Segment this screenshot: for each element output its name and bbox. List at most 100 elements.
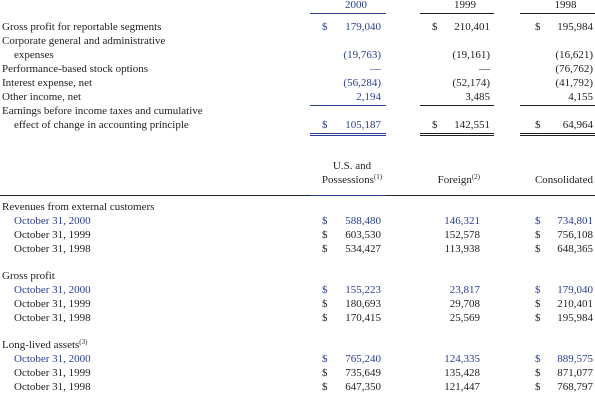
- amount: 647,350: [345, 381, 381, 393]
- row-label: Corporate general and administrative: [2, 35, 166, 47]
- currency: $: [432, 119, 438, 131]
- amount: (19,161): [452, 49, 490, 61]
- amount: 64,964: [562, 119, 593, 131]
- amount: (52,174): [452, 77, 490, 89]
- rule: [420, 135, 494, 136]
- rule: [420, 105, 494, 106]
- column-header: Foreign(2): [437, 173, 480, 186]
- amount: —: [479, 63, 490, 75]
- amount: (16,621): [555, 49, 593, 61]
- amount: 3,485: [465, 91, 490, 103]
- footnote-ref: (1): [373, 173, 383, 181]
- currency: $: [322, 215, 328, 227]
- rule: [420, 13, 494, 14]
- footnote-ref: (3): [79, 338, 88, 346]
- column-header: 1999: [454, 0, 476, 11]
- column-header: Consolidated: [534, 174, 593, 186]
- currency: $: [535, 312, 541, 324]
- column-header: Possessions(1): [321, 173, 383, 186]
- amount: 210,401: [454, 21, 490, 33]
- amount: 889,575: [557, 353, 593, 365]
- currency: $: [535, 381, 541, 393]
- row-label: October 31, 2000: [14, 215, 91, 227]
- currency: $: [535, 298, 541, 310]
- amount: 534,427: [345, 243, 381, 255]
- amount: 29,708: [449, 298, 480, 310]
- row-label: October 31, 1998: [14, 381, 91, 393]
- row-label: October 31, 1999: [14, 229, 91, 241]
- currency: $: [535, 243, 541, 255]
- currency: $: [322, 21, 328, 33]
- row-label: Other income, net: [2, 91, 82, 103]
- amount: 142,551: [454, 119, 490, 131]
- amount: 124,335: [444, 353, 480, 365]
- row-label: effect of change in accounting principle: [14, 119, 189, 131]
- row-label: expenses: [14, 49, 54, 61]
- amount: (19,763): [343, 49, 381, 61]
- amount: 146,321: [444, 215, 480, 227]
- currency: $: [535, 215, 541, 227]
- amount: 152,578: [444, 229, 480, 241]
- amount: 23,817: [449, 284, 480, 296]
- currency: $: [322, 367, 328, 379]
- rule: [310, 105, 386, 106]
- currency: $: [322, 284, 328, 296]
- section-title: Revenues from external customers: [2, 201, 155, 213]
- row-label: October 31, 1999: [14, 298, 91, 310]
- currency: $: [432, 21, 438, 33]
- row-label: October 31, 2000: [14, 284, 91, 296]
- amount: 195,984: [557, 312, 593, 324]
- amount: 180,693: [345, 298, 381, 310]
- rule: [310, 13, 386, 14]
- amount: 735,649: [345, 367, 381, 379]
- row-label: Earnings before income taxes and cumulat…: [2, 105, 203, 117]
- currency: $: [535, 367, 541, 379]
- rule: [520, 105, 595, 106]
- rule: [520, 135, 595, 136]
- amount: (41,792): [555, 77, 593, 89]
- rule: [310, 133, 386, 134]
- currency: $: [535, 21, 541, 33]
- rule: [0, 195, 595, 196]
- amount: 210,401: [557, 298, 593, 310]
- amount: 195,984: [557, 21, 593, 33]
- amount: (76,762): [555, 63, 593, 75]
- row-label: October 31, 1998: [14, 243, 91, 255]
- row-label: Performance-based stock options: [2, 63, 149, 75]
- row-label: Interest expense, net: [2, 77, 93, 89]
- amount: 121,447: [444, 381, 480, 393]
- column-header: U.S. and: [332, 160, 372, 172]
- section-title: Gross profit: [2, 270, 55, 282]
- currency: $: [535, 353, 541, 365]
- rule: [420, 133, 494, 134]
- amount: 603,530: [345, 229, 381, 241]
- currency: $: [322, 119, 328, 131]
- amount: 734,801: [557, 215, 593, 227]
- currency: $: [322, 353, 328, 365]
- amount: 588,480: [345, 215, 381, 227]
- column-header: 2000: [345, 0, 367, 11]
- amount: 170,415: [345, 312, 381, 324]
- row-label: October 31, 1999: [14, 367, 91, 379]
- amount: 105,187: [345, 119, 381, 131]
- row-label: October 31, 2000: [14, 353, 91, 365]
- currency: $: [535, 229, 541, 241]
- rule: [310, 195, 386, 196]
- amount: 179,040: [345, 21, 381, 33]
- amount: 179,040: [557, 284, 593, 296]
- currency: $: [322, 298, 328, 310]
- amount: 756,108: [557, 229, 593, 241]
- amount: 135,428: [444, 367, 480, 379]
- amount: 765,240: [345, 353, 381, 365]
- currency: $: [322, 229, 328, 241]
- amount: 113,938: [444, 243, 480, 255]
- amount: 2,194: [356, 91, 381, 103]
- currency: $: [535, 284, 541, 296]
- amount: 155,223: [345, 284, 381, 296]
- currency: $: [322, 381, 328, 393]
- amount: 4,155: [568, 91, 593, 103]
- rule: [310, 135, 386, 136]
- amount: (56,284): [343, 77, 381, 89]
- row-label: October 31, 1998: [14, 312, 91, 324]
